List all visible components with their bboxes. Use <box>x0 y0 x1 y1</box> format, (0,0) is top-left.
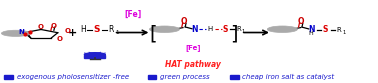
Text: R: R <box>109 25 114 34</box>
Circle shape <box>149 26 180 33</box>
Text: H: H <box>308 31 313 36</box>
Text: [Fe]: [Fe] <box>125 10 142 19</box>
Bar <box>84 55 105 58</box>
Text: exogenous pholosensitizer -free: exogenous pholosensitizer -free <box>17 74 129 80</box>
Text: O: O <box>64 28 70 35</box>
Text: N: N <box>191 25 198 34</box>
Text: [Fe]: [Fe] <box>185 45 200 51</box>
Text: O: O <box>50 23 56 29</box>
Text: 1: 1 <box>342 30 346 35</box>
Bar <box>147 75 156 79</box>
Text: S: S <box>94 25 100 34</box>
Text: N: N <box>18 29 24 35</box>
Text: +: + <box>68 28 77 38</box>
Text: R: R <box>236 26 241 32</box>
Bar <box>231 75 239 79</box>
Text: 1: 1 <box>115 30 118 35</box>
Text: ]: ] <box>230 24 237 43</box>
Text: O: O <box>181 17 187 26</box>
Text: N: N <box>308 25 315 34</box>
Text: R: R <box>336 27 341 33</box>
Text: 1: 1 <box>242 29 245 34</box>
Circle shape <box>2 30 30 36</box>
Text: S: S <box>223 25 228 34</box>
Bar <box>5 75 13 79</box>
Text: cheap iron salt as catalyst: cheap iron salt as catalyst <box>242 74 335 80</box>
Text: O: O <box>297 17 304 26</box>
Text: S: S <box>323 25 328 34</box>
Text: H: H <box>80 25 86 34</box>
Circle shape <box>267 26 297 33</box>
Wedge shape <box>84 53 105 55</box>
Text: HAT pathway: HAT pathway <box>165 60 221 69</box>
Text: green process: green process <box>160 74 209 80</box>
Text: O: O <box>38 24 44 30</box>
Text: H: H <box>208 26 213 32</box>
Text: [: [ <box>149 24 156 43</box>
Text: O: O <box>57 36 63 42</box>
